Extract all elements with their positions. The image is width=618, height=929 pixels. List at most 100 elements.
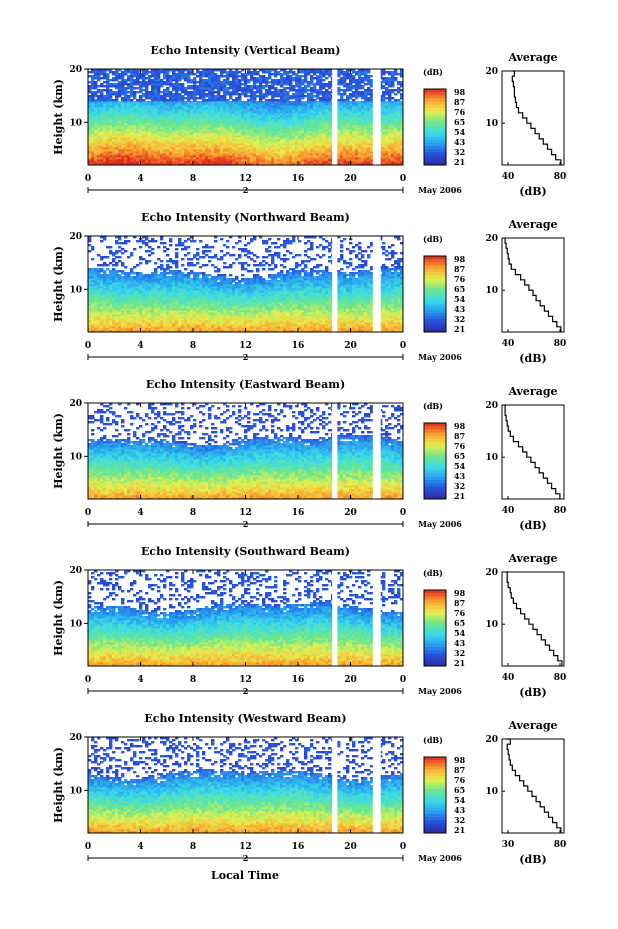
colorbar-segment [424,477,446,481]
colorbar-tick-label: 98 [454,588,466,598]
average-y-tick-label: 20 [485,568,498,578]
average-profile-line [505,238,561,332]
x-tick-label: 0 [400,842,406,852]
average-profile-line [504,405,560,499]
colorbar-segment [424,615,446,619]
colorbar-tick-label: 32 [454,648,465,658]
data-gap [373,570,381,666]
y-tick-label: 10 [69,619,82,629]
colorbar-segment [424,786,446,790]
x-tick-label: 4 [137,675,143,685]
colorbar-segment [424,262,446,266]
colorbar-segment [424,622,446,626]
average-y-tick-label: 10 [485,620,498,630]
average-title: Average [507,218,557,231]
average-y-tick-label: 20 [485,67,498,77]
data-gap [332,570,337,666]
colorbar-segment [424,779,446,783]
average-y-tick-label: 20 [485,234,498,244]
colorbar-segment [424,641,446,645]
colorbar-tick-label: 54 [454,127,466,137]
average-title: Average [507,719,557,732]
data-gap [332,69,337,165]
chart-title: Echo Intensity (Southward Beam) [141,545,350,558]
x-tick-label: 4 [137,842,143,852]
colorbar-segment [424,596,446,600]
colorbar-segment [424,326,446,330]
data-gap [332,236,337,332]
colorbar-segment [424,143,446,147]
day-label: 2 [243,519,249,529]
colorbar-segment [424,471,446,475]
colorbar-segment [424,111,446,115]
colorbar-segment [424,426,446,430]
x-tick-label: 20 [344,675,357,685]
day-label: 2 [243,686,249,696]
colorbar-segment [424,483,446,487]
colorbar-segment [424,820,446,824]
colorbar-segment [424,319,446,323]
colorbar-segment [424,429,446,433]
colorbar-tick-label: 21 [454,324,465,334]
colorbar-tick-label: 98 [454,421,466,431]
colorbar-segment [424,294,446,298]
x-tick-label: 20 [344,508,357,518]
colorbar-tick-label: 65 [454,785,465,795]
colorbar-segment [424,798,446,802]
colorbar-segment [424,619,446,623]
colorbar-segment [424,89,446,93]
colorbar-segment [424,767,446,771]
colorbar-tick-label: 54 [454,628,466,638]
colorbar-segment [424,297,446,301]
average-x-tick-label: 40 [502,339,515,349]
colorbar-segment [424,121,446,125]
colorbar-segment [424,108,446,112]
x-tick-label: 12 [239,508,252,518]
colorbar-segment [424,423,446,427]
x-tick-label: 8 [190,842,196,852]
x-tick-label: 12 [239,174,252,184]
colorbar-segment [424,291,446,295]
heatmap-cells [88,236,403,332]
y-tick-label: 10 [69,452,82,462]
heatmap-cells [88,737,403,833]
average-title: Average [507,385,557,398]
colorbar-segment [424,638,446,642]
colorbar-segment [424,433,446,437]
x-tick-label: 0 [400,675,406,685]
colorbar-tick-label: 98 [454,755,466,765]
colorbar-segment [424,650,446,654]
colorbar-segment [424,133,446,137]
colorbar-segment [424,436,446,440]
colorbar-unit: (dB) [423,234,443,244]
colorbar-segment [424,304,446,308]
x-tick-label: 20 [344,174,357,184]
colorbar-segment [424,99,446,103]
x-axis-label: Local Time [211,869,279,882]
colorbar-unit: (dB) [423,401,443,411]
average-frame [502,405,564,499]
average-unit-label: (dB) [519,185,546,198]
average-y-tick-label: 10 [485,453,498,463]
y-axis-label: Height (km) [52,413,65,489]
colorbar-segment [424,824,446,828]
data-gap [373,236,381,332]
colorbar-tick-label: 21 [454,825,465,835]
colorbar-tick-label: 65 [454,618,465,628]
colorbar-tick-label: 87 [454,264,465,274]
colorbar-tick-label: 76 [454,775,466,785]
average-unit-label: (dB) [519,352,546,365]
colorbar-tick-label: 21 [454,658,465,668]
data-gap [332,737,337,833]
colorbar-segment [424,124,446,128]
colorbar-segment [424,102,446,106]
x-tick-label: 4 [137,341,143,351]
colorbar-segment [424,760,446,764]
average-profile-line [512,71,561,165]
colorbar-segment [424,776,446,780]
average-y-tick-label: 10 [485,787,498,797]
colorbar-segment [424,801,446,805]
heatmap-cells [88,403,403,499]
colorbar-segment [424,105,446,109]
y-tick-label: 10 [69,118,82,128]
